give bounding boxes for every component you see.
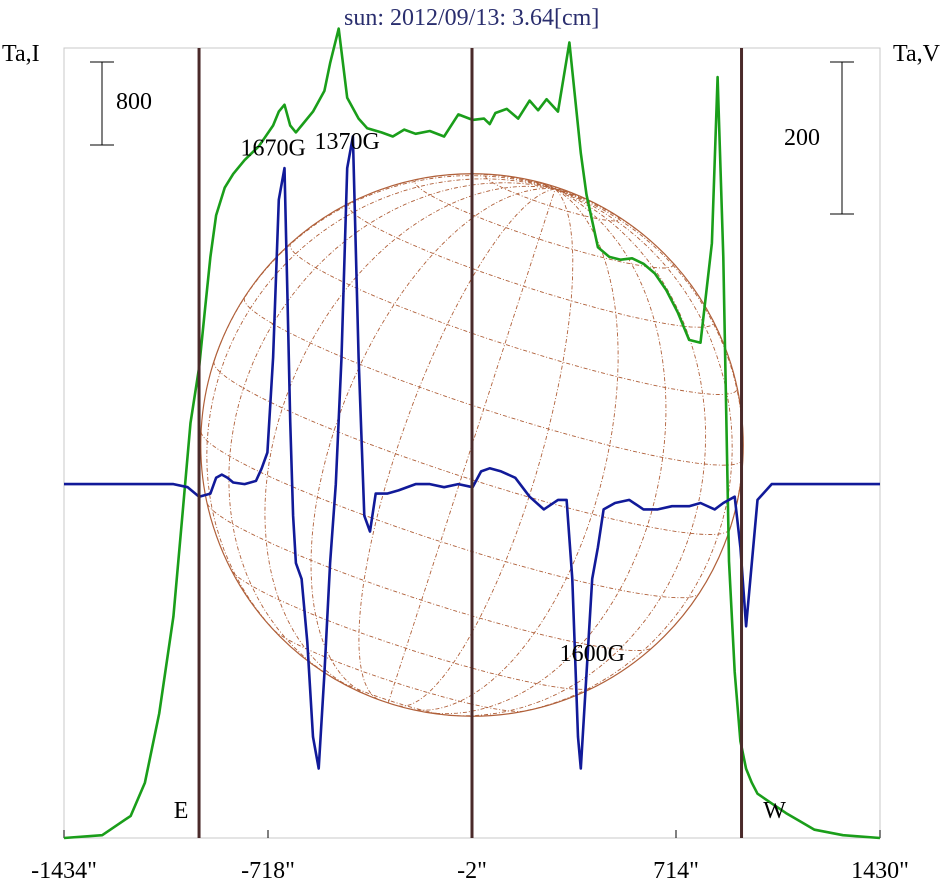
latitude-line [206,503,652,651]
longitude-line [398,188,574,707]
x-tick-label: 714" [653,858,699,884]
longitude-line [555,188,602,207]
longitude-line [447,173,556,190]
longitude-line [509,188,733,715]
longitude-line [507,175,556,190]
longitude-line [426,188,667,715]
longitude-line [555,188,744,529]
x-tick-label: -718" [241,858,295,884]
left-axis-label: Ta,I [2,41,40,67]
longitude-line [555,188,563,190]
latitude-line [231,570,593,690]
x-tick-label: -2" [457,858,487,884]
latitude-line [332,677,449,716]
right-scale-label: 200 [784,125,820,151]
longitude-line [526,178,556,190]
longitude-line [310,188,556,697]
peak-annotation: 1600G [560,641,625,667]
left-scale-label: 800 [116,89,152,115]
limb-marker-label: W [763,798,786,824]
intensity-series-line [63,27,881,840]
x-tick-label: 1430" [851,858,909,884]
longitude-line [206,178,556,641]
latitude-line [200,431,700,599]
peak-annotation: 1370G [315,129,380,155]
right-axis-label: Ta,V [893,41,940,67]
longitude-line [228,182,556,678]
longitude-line [554,186,557,190]
polarization-series-line [64,135,880,770]
peak-annotation: 1670G [240,135,305,161]
longitude-line [555,188,651,242]
latitude-line [289,242,738,395]
limb-marker-label: E [174,798,189,824]
longitude-line [387,188,556,703]
longitude-line [448,188,707,717]
x-tick-label: -1434" [31,858,97,884]
latitude-line [485,174,620,222]
longitude-line [213,175,556,362]
longitude-line [264,185,556,689]
longitude-line [408,188,619,711]
latitude-line [243,297,744,466]
longitude-line [358,188,556,700]
longitude-line [555,188,570,193]
chart-title: sun: 2012/09/13: 3.64[cm] [344,5,600,31]
